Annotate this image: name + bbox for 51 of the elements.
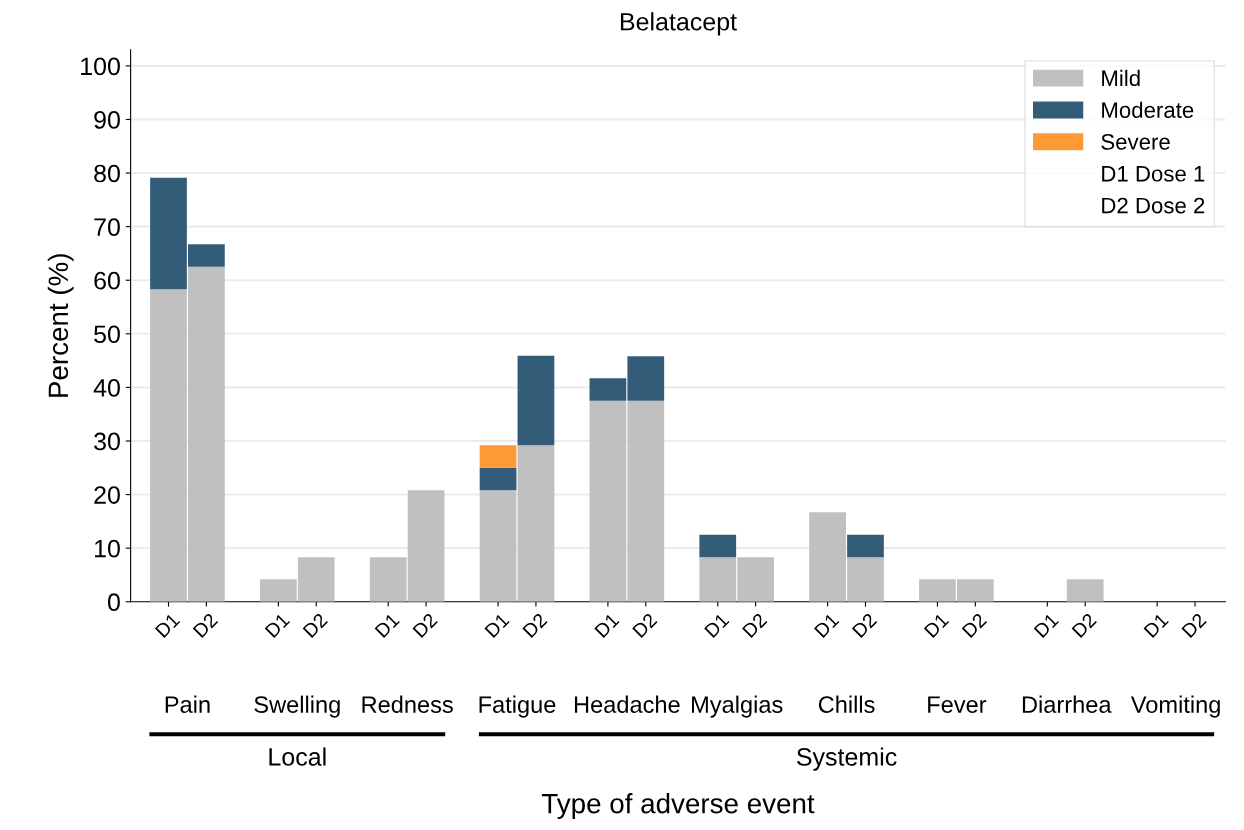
text: Systemic [796, 747, 897, 771]
chart-title: Belatacept [620, 12, 737, 36]
x-tick-label: D1 [1033, 612, 1059, 638]
text: Pain [165, 695, 210, 713]
x-tick-label: D2 [1181, 612, 1207, 638]
y-tick-label: 20 [94, 486, 120, 504]
text: Swelling [254, 695, 340, 718]
x-tick-label: D2 [302, 612, 328, 638]
text: Myalgias [692, 695, 783, 718]
x-tick-label: D2 [632, 612, 658, 638]
text: Type of adverse event [541, 793, 815, 819]
x-tick-label: D1 [1143, 612, 1169, 638]
x-tick-label: D2 [741, 612, 768, 638]
y-tick-label: 100 [81, 57, 120, 76]
text: Fever [928, 696, 987, 713]
x-tick-label: D2 [1071, 612, 1097, 638]
text: Chills [818, 695, 875, 713]
x-tick-label: D1 [923, 612, 950, 638]
x-tick-label: D1 [484, 612, 510, 638]
x-tick-label: D1 [814, 612, 840, 638]
x-tick-label: D2 [522, 612, 548, 638]
text: Diarrhea [1022, 695, 1112, 713]
x-tick-label: D1 [154, 612, 181, 638]
x-tick-label: D1 [704, 612, 730, 638]
y-tick-label: 50 [94, 325, 120, 344]
y-tick-label: 40 [93, 379, 120, 397]
text: Headache [574, 695, 680, 713]
legend-label: Severe [1101, 134, 1170, 150]
y-tick-label: 30 [94, 432, 120, 451]
x-tick-label: D2 [961, 612, 987, 638]
y-tick-label: 70 [94, 218, 120, 236]
x-tick-label: D1 [594, 612, 620, 638]
text: Redness [362, 695, 453, 713]
x-tick-label: D1 [374, 612, 400, 638]
text: Local [269, 747, 326, 766]
y-tick-label: 80 [94, 164, 120, 183]
legend-label: Moderate [1102, 101, 1194, 118]
legend-label: Mild [1102, 69, 1140, 87]
text: Fatigue [479, 695, 556, 718]
annotation: D2 Dose 2 [1102, 197, 1205, 214]
x-tick-label: D2 [192, 612, 219, 638]
y-tick-label: 90 [94, 111, 120, 129]
y-axis-title: Percent (%) [47, 254, 74, 397]
text: Vomiting [1130, 695, 1220, 718]
y-tick-label: 60 [94, 271, 120, 290]
x-tick-label: D2 [851, 612, 878, 638]
y-tick-label: 10 [95, 539, 120, 558]
x-tick-label: D2 [412, 612, 438, 638]
x-tick-label: D1 [264, 612, 291, 638]
y-tick-label: 0 [107, 593, 120, 612]
annotation: D1 Dose 1 [1102, 166, 1205, 182]
